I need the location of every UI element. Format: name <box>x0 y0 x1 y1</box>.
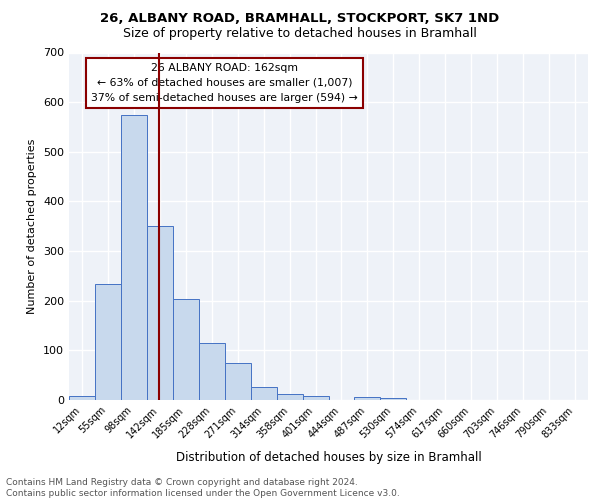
Text: Size of property relative to detached houses in Bramhall: Size of property relative to detached ho… <box>123 28 477 40</box>
Bar <box>277 394 302 400</box>
Bar <box>355 397 380 400</box>
Text: Contains HM Land Registry data © Crown copyright and database right 2024.
Contai: Contains HM Land Registry data © Crown c… <box>6 478 400 498</box>
Bar <box>121 114 147 400</box>
Bar <box>302 396 329 400</box>
Bar <box>199 343 224 400</box>
Text: 26, ALBANY ROAD, BRAMHALL, STOCKPORT, SK7 1ND: 26, ALBANY ROAD, BRAMHALL, STOCKPORT, SK… <box>100 12 500 26</box>
Text: 26 ALBANY ROAD: 162sqm
← 63% of detached houses are smaller (1,007)
37% of semi-: 26 ALBANY ROAD: 162sqm ← 63% of detached… <box>91 63 358 102</box>
Bar <box>225 364 251 400</box>
Bar <box>173 299 199 400</box>
Bar <box>251 387 277 400</box>
Y-axis label: Number of detached properties: Number of detached properties <box>28 138 37 314</box>
X-axis label: Distribution of detached houses by size in Bramhall: Distribution of detached houses by size … <box>176 451 481 464</box>
Bar <box>147 226 173 400</box>
Bar <box>69 396 95 400</box>
Bar <box>95 284 121 400</box>
Bar <box>380 398 406 400</box>
